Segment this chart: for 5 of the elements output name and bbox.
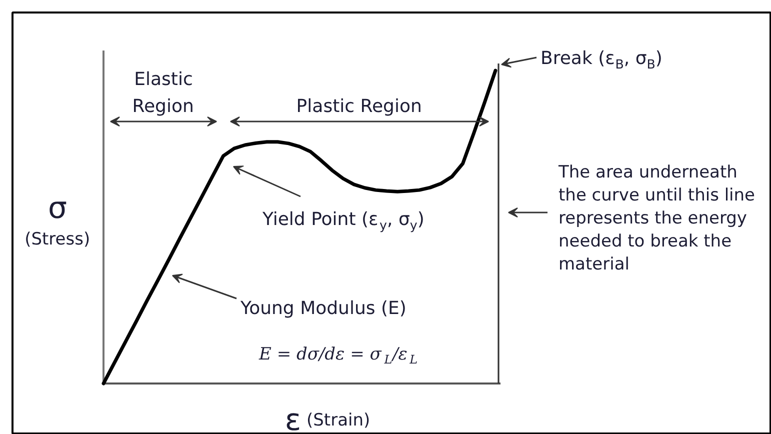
annotation: Young Modulus (E) (240, 298, 406, 319)
text: The area underneath the curve until this line represents the energy needed to break the material (558, 162, 756, 274)
y-axis-title: σ (Stress) (24, 191, 90, 250)
annotation: Elastic Region (132, 69, 194, 117)
annotation: Plastic Region (296, 96, 422, 117)
